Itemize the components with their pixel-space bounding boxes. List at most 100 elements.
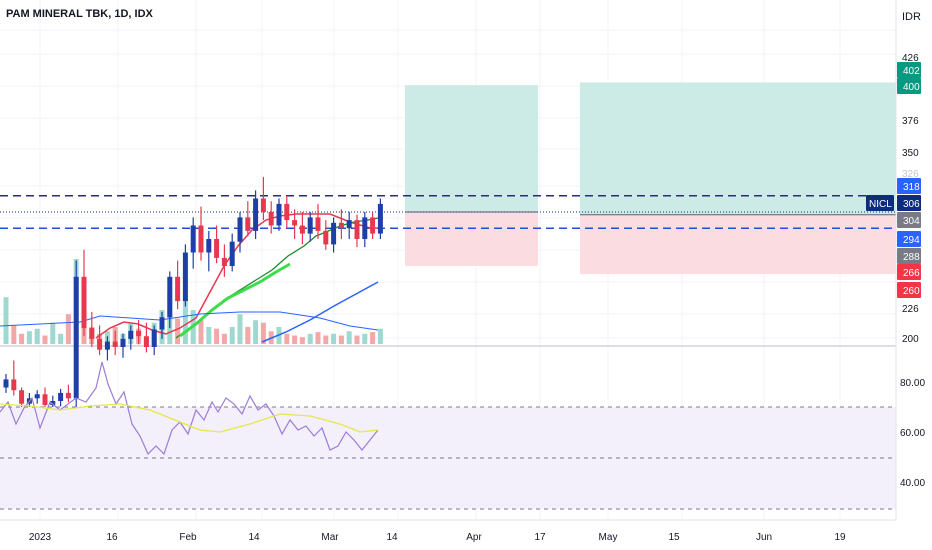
price-badge[interactable]: 304	[897, 212, 921, 228]
volume-bar	[237, 314, 243, 344]
volume-bar	[284, 333, 290, 344]
time-label: 2023	[29, 532, 52, 543]
price-tick: 376	[902, 116, 919, 127]
price-badge-value: 294	[903, 235, 920, 246]
volume-bar	[362, 333, 368, 344]
volume-bar	[331, 333, 337, 344]
price-badge[interactable]: 402	[897, 62, 921, 78]
chart-title: PAM MINERAL TBK, 1D, IDX	[6, 8, 153, 20]
time-label: 19	[834, 532, 846, 543]
time-label: Mar	[321, 532, 339, 543]
price-badge[interactable]: 260	[897, 282, 921, 298]
candle	[143, 336, 149, 347]
volume-bar	[214, 328, 220, 344]
price-badge-bg	[897, 178, 921, 194]
price-badge[interactable]: 266	[897, 264, 921, 280]
price-badge-value: 266	[903, 268, 920, 279]
candle	[190, 225, 196, 253]
candle	[58, 392, 64, 401]
volume-bar	[377, 328, 383, 344]
candle	[276, 203, 282, 226]
currency-label: IDR	[902, 11, 921, 23]
candle	[175, 276, 181, 302]
candle	[299, 225, 305, 234]
rsi-ma-line	[0, 403, 379, 433]
price-badge[interactable]: 318	[897, 178, 921, 194]
time-axis[interactable]: 2023 16 Feb 14 Mar 14 Apr 17 May 15 Jun 19	[0, 519, 896, 543]
price-badge-bg	[897, 248, 921, 264]
candle	[182, 252, 188, 302]
candle	[97, 338, 103, 350]
price-badge-value: 400	[903, 82, 920, 93]
profit-zone	[405, 85, 538, 212]
price-badge-bg	[897, 282, 921, 298]
candle	[128, 330, 134, 339]
price-badge-value: 318	[903, 182, 920, 193]
price-badge-bg	[897, 78, 921, 94]
candle	[377, 203, 383, 234]
trade-zones[interactable]	[405, 82, 896, 275]
candle	[112, 341, 118, 347]
candle	[19, 390, 25, 404]
candle	[151, 329, 157, 347]
volume-bar	[292, 335, 298, 344]
candle	[198, 225, 204, 253]
time-label: 16	[106, 532, 118, 543]
volume-bar	[253, 320, 259, 344]
volume-bar	[315, 332, 321, 344]
price-badge-value: 306	[903, 199, 920, 210]
price-axis[interactable]: IDR 426 376 350 226 200 326 402 400 318 306 304 294 2…	[866, 0, 925, 520]
rsi-tick: 60.00	[900, 428, 925, 439]
price-badge[interactable]: 306	[897, 195, 921, 211]
price-badge[interactable]: 294	[897, 231, 921, 247]
time-label: 14	[248, 532, 260, 543]
volume-bar	[354, 335, 360, 344]
volume-bar	[3, 297, 9, 344]
price-tick: 200	[902, 334, 919, 345]
volume-bar	[19, 333, 25, 344]
candle	[11, 379, 17, 391]
time-label: Jun	[756, 532, 772, 543]
symbol-badge[interactable]: NICL	[866, 195, 894, 211]
volume-bar	[370, 332, 376, 344]
stop-zone	[580, 214, 896, 275]
candle	[338, 222, 344, 229]
candle	[229, 241, 235, 266]
candle	[50, 401, 56, 406]
candle	[260, 198, 266, 212]
volume-bars	[3, 259, 383, 344]
moving-averages	[0, 213, 379, 343]
volume-bar	[26, 331, 32, 344]
candle	[315, 217, 321, 231]
candle	[89, 328, 95, 339]
volume-bar	[260, 322, 266, 344]
price-badge-value: 304	[903, 216, 920, 227]
candle	[42, 394, 48, 406]
price-levels[interactable]	[0, 195, 896, 229]
volume-ma-line	[0, 311, 379, 331]
price-tick: 350	[902, 148, 919, 159]
stop-zone	[405, 212, 538, 266]
volume-bar	[34, 328, 40, 344]
rsi-tick: 80.00	[900, 378, 925, 389]
volume-bar	[307, 333, 313, 344]
volume-bar	[229, 327, 235, 344]
candles[interactable]	[3, 176, 383, 416]
time-label: Feb	[179, 532, 197, 543]
candle	[3, 379, 9, 388]
price-badge[interactable]: 400	[897, 78, 921, 94]
candle	[292, 220, 298, 226]
price-tick: 426	[902, 53, 919, 64]
candle	[81, 276, 87, 329]
candle	[362, 217, 368, 239]
time-label: 15	[668, 532, 680, 543]
rsi-line	[0, 361, 379, 456]
price-badge[interactable]: 288	[897, 248, 921, 264]
volume-bar	[198, 320, 204, 344]
volume-bar	[11, 325, 17, 344]
candle	[346, 220, 352, 229]
volume-bar	[42, 335, 48, 344]
rsi-pane	[0, 361, 896, 510]
time-label: Apr	[466, 532, 482, 543]
